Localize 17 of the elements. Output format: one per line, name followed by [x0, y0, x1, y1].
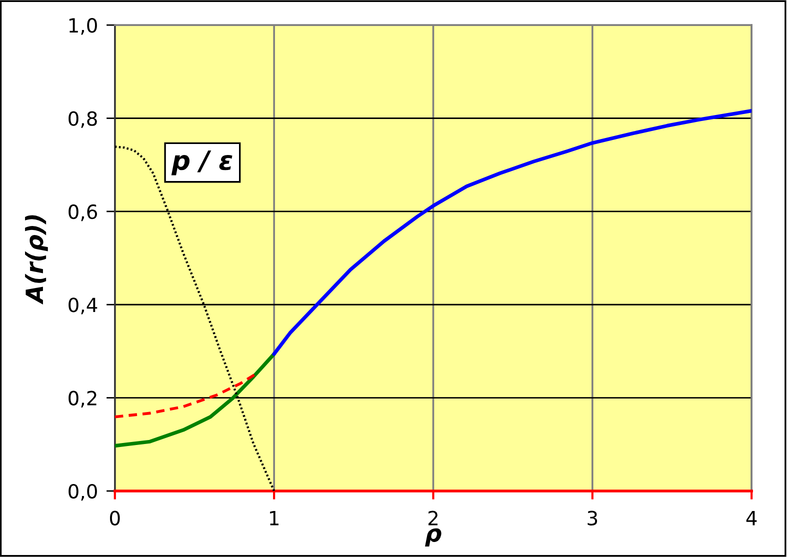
y-tick-label: 0,4: [68, 298, 98, 314]
y-tick-label: 0,6: [68, 204, 98, 222]
x-tick-label: 0: [110, 510, 120, 526]
x-tick-label: 4: [746, 511, 757, 526]
line-series: [114, 372, 258, 418]
y-tick-label: 1,0: [69, 18, 97, 35]
x-tick-label: 2: [428, 510, 438, 526]
x-axis-title: ρ: [425, 528, 442, 547]
y-tick-label: 0,0: [68, 484, 97, 501]
line-series: [114, 352, 276, 448]
line-series: [272, 108, 752, 356]
x-tick-label: 3: [588, 510, 598, 526]
y-tick-label: 0,2: [68, 390, 96, 408]
y-tick-label: 0,8: [68, 111, 97, 128]
y-axis-title: A(r(ρ)): [25, 215, 48, 305]
series-label: p / ε: [171, 150, 232, 176]
x-tick-label: 1: [270, 511, 278, 526]
